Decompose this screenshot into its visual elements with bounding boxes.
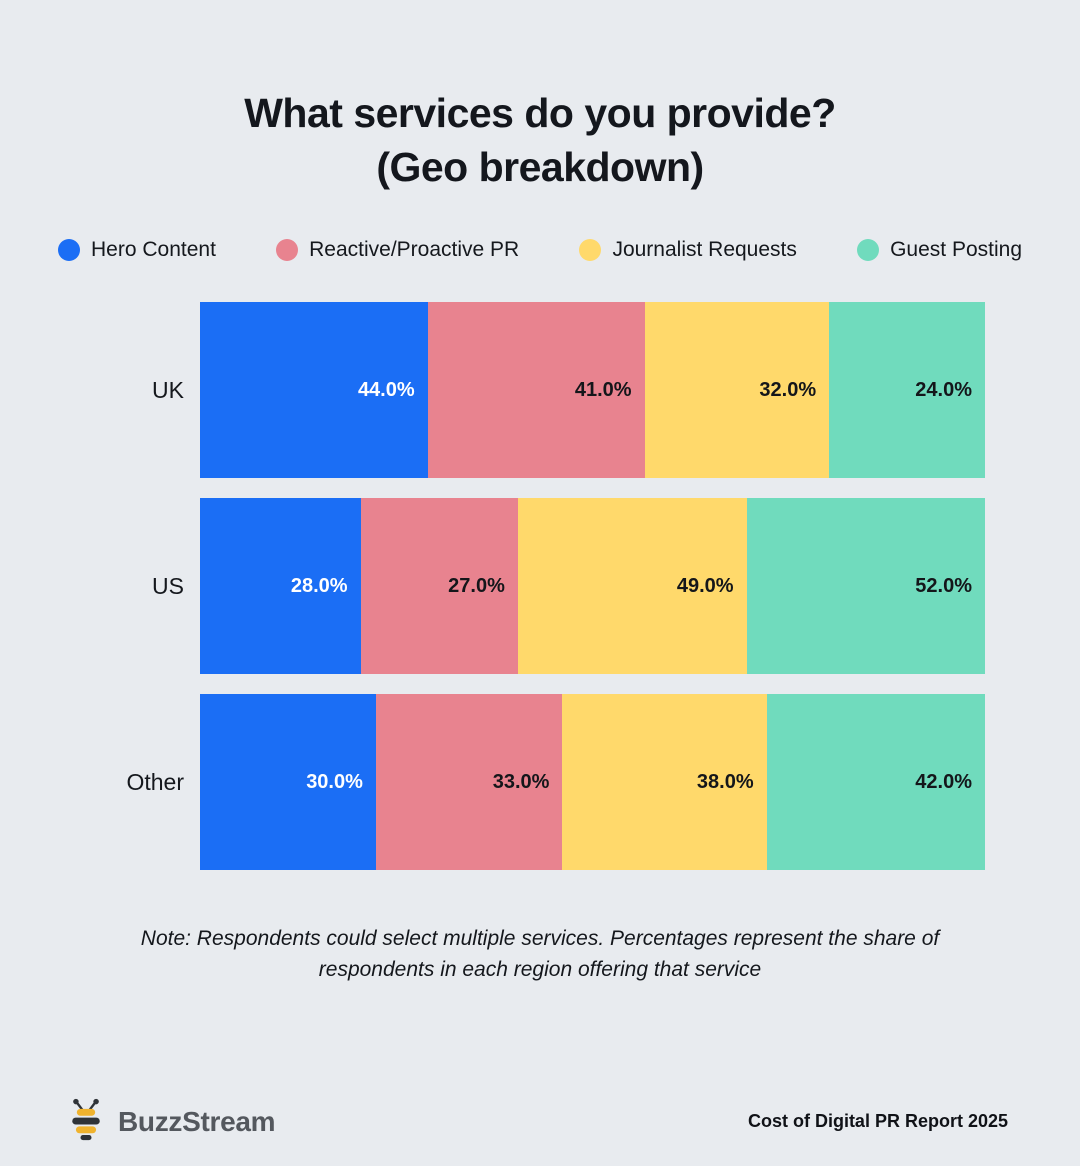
brand-logo: BuzzStream (64, 1097, 276, 1146)
bar-segment: 24.0% (829, 302, 985, 479)
bar-segment: 49.0% (517, 498, 747, 675)
legend-label: Journalist Requests (612, 238, 797, 262)
stacked-bar: 28.0% 27.0% 49.0% 52.0% (200, 498, 985, 675)
infographic-canvas: What services do you provide? (Geo break… (0, 86, 1080, 1166)
stacked-bar: 44.0% 41.0% 32.0% 24.0% (200, 302, 985, 479)
title-line-2: (Geo breakdown) (376, 144, 704, 191)
segment-value-label: 33.0% (492, 770, 550, 793)
legend-dot-icon (58, 239, 80, 262)
bar-segment: 30.0% (200, 694, 376, 871)
row-label: UK (152, 376, 184, 403)
footnote: Note: Respondents could select multiple … (140, 927, 940, 981)
bar-segment: 33.0% (375, 694, 563, 871)
legend-dot-icon (857, 239, 880, 262)
legend-dot-icon (276, 239, 299, 262)
bar-segment: 41.0% (427, 302, 645, 479)
legend-label: Reactive/Proactive PR (309, 238, 520, 262)
legend-item-3: Guest Posting (857, 238, 1022, 262)
segment-value-label: 49.0% (676, 574, 734, 597)
segment-value-label: 52.0% (915, 574, 972, 597)
bar-segment: 27.0% (360, 498, 518, 675)
segment-value-label: 41.0% (574, 378, 632, 401)
legend-dot-icon (579, 239, 602, 262)
bar-segment: 52.0% (746, 498, 985, 675)
legend-label: Guest Posting (890, 238, 1022, 262)
segment-value-label: 32.0% (759, 378, 817, 401)
segment-value-label: 24.0% (915, 378, 972, 401)
row-label: US (152, 572, 184, 599)
segment-value-label: 44.0% (357, 378, 415, 401)
title-line-1: What services do you provide? (244, 90, 836, 136)
legend-label: Hero Content (91, 238, 216, 262)
bar-segment: 32.0% (644, 302, 830, 479)
segment-value-label: 30.0% (306, 770, 363, 793)
page-title: What services do you provide? (Geo break… (0, 86, 1080, 194)
report-credit: Cost of Digital PR Report 2025 (747, 1111, 1008, 1131)
bee-icon (64, 1097, 108, 1146)
bar-segment: 44.0% (200, 302, 428, 479)
segment-value-label: 42.0% (915, 770, 973, 793)
bar-segment: 28.0% (200, 498, 361, 675)
segment-value-label: 28.0% (290, 574, 348, 597)
bar-segment: 42.0% (766, 694, 986, 871)
row-label: Other (126, 768, 184, 795)
brand-name: BuzzStream (118, 1105, 276, 1137)
bar-segment: 38.0% (562, 694, 767, 871)
footer: BuzzStream Cost of Digital PR Report 202… (0, 1097, 1080, 1146)
legend-item-2: Journalist Requests (579, 238, 797, 262)
stacked-bar-chart: UK 44.0% 41.0% 32.0% 24.0% US 28.0% 27.0% 49.0% 5… (0, 302, 1080, 871)
stacked-bar: 30.0% 33.0% 38.0% 42.0% (200, 694, 986, 871)
legend-item-1: Reactive/Proactive PR (276, 238, 519, 262)
legend-item-0: Hero Content (58, 238, 216, 262)
chart-legend: Hero Content Reactive/Proactive PR Journal… (0, 238, 1080, 262)
segment-value-label: 38.0% (696, 770, 754, 793)
chart-row-other: Other 30.0% 33.0% 38.0% 42.0% (0, 694, 986, 871)
chart-row-us: US 28.0% 27.0% 49.0% 52.0% (0, 498, 985, 675)
chart-row-uk: UK 44.0% 41.0% 32.0% 24.0% (0, 302, 985, 479)
segment-value-label: 27.0% (448, 574, 505, 597)
